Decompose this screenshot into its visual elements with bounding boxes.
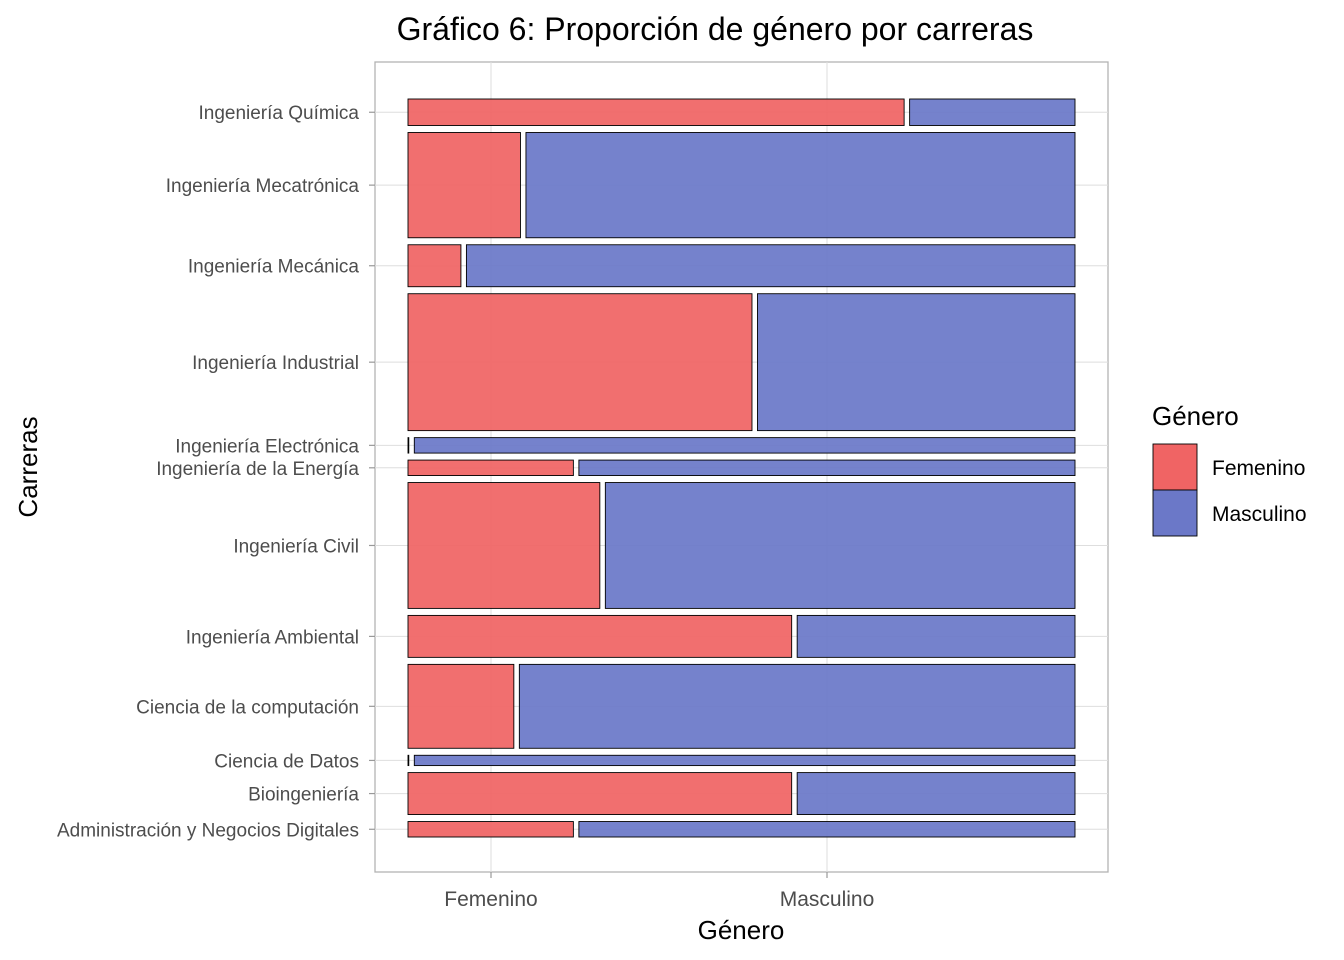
y-axis-title: Carreras xyxy=(13,416,43,517)
tile-ingenieria-electronica-masculino xyxy=(413,437,1076,454)
tile-ingenieria-mecanica-femenino xyxy=(407,244,462,288)
mosaic-tiles xyxy=(407,98,1076,838)
tile-ingenieria-civil-femenino xyxy=(407,482,601,609)
y-tick-label-ingenieria-mecatronica: Ingeniería Mecatrónica xyxy=(166,176,360,197)
x-tick-label-masculino: Masculino xyxy=(780,888,875,911)
tile-ingenieria-de-la-energia-femenino xyxy=(407,459,574,476)
tile-ciencia-de-datos-femenino xyxy=(407,754,410,767)
tile-ciencia-de-datos-masculino xyxy=(413,754,1076,767)
legend-label-femenino: Femenino xyxy=(1212,457,1305,480)
y-tick-label-bioingenieria: Bioingeniería xyxy=(248,785,359,806)
legend: Género Femenino Masculino xyxy=(1152,401,1307,537)
tile-administracion-y-negocios-digitales-femenino xyxy=(407,821,574,838)
tile-bioingenieria-masculino xyxy=(796,772,1076,815)
y-tick-label-ingenieria-quimica: Ingeniería Química xyxy=(198,103,359,124)
legend-key-femenino xyxy=(1152,443,1198,491)
y-tick-label-ingenieria-industrial: Ingeniería Industrial xyxy=(192,353,359,374)
tile-ingenieria-industrial-masculino xyxy=(757,293,1076,432)
tile-ingenieria-mecatronica-femenino xyxy=(407,132,521,239)
y-tick-label-ingenieria-civil: Ingeniería Civil xyxy=(233,536,359,557)
y-tick-label-ingenieria-ambiental: Ingeniería Ambiental xyxy=(186,627,359,648)
tile-ingenieria-mecanica-masculino xyxy=(465,244,1076,288)
tile-ingenieria-ambiental-femenino xyxy=(407,614,793,658)
legend-key-masculino xyxy=(1152,489,1198,537)
tile-ciencia-de-la-computacion-masculino xyxy=(518,663,1076,749)
y-tick-label-ingenieria-de-la-energia: Ingeniería de la Energía xyxy=(156,459,359,480)
tile-ingenieria-de-la-energia-masculino xyxy=(578,459,1076,476)
legend-title: Género xyxy=(1152,401,1239,431)
y-tick-label-ciencia-de-datos: Ciencia de Datos xyxy=(214,751,359,772)
tile-ingenieria-quimica-femenino xyxy=(407,98,905,126)
tile-ingenieria-ambiental-masculino xyxy=(796,614,1076,658)
x-tick-label-femenino: Femenino xyxy=(444,888,537,911)
legend-label-masculino: Masculino xyxy=(1212,503,1307,526)
y-tick-label-ingenieria-electronica: Ingeniería Electrónica xyxy=(175,436,359,457)
tile-ciencia-de-la-computacion-femenino xyxy=(407,663,515,749)
chart-title: Gráfico 6: Proporción de género por carr… xyxy=(397,11,1034,47)
x-axis-ticks: Femenino Masculino xyxy=(444,872,874,911)
y-axis-ticks: Administración y Negocios Digitales Bioin… xyxy=(57,103,375,841)
tile-ingenieria-industrial-femenino xyxy=(407,293,753,432)
tile-bioingenieria-femenino xyxy=(407,772,793,815)
y-tick-label-ingenieria-mecanica: Ingeniería Mecánica xyxy=(188,257,360,278)
tile-ingenieria-electronica-femenino xyxy=(407,437,410,454)
tile-ingenieria-quimica-masculino xyxy=(909,98,1076,126)
y-tick-label-ciencia-de-la-computacion: Ciencia de la computación xyxy=(136,697,359,718)
x-axis-title: Género xyxy=(698,915,785,945)
tile-administracion-y-negocios-digitales-masculino xyxy=(578,821,1076,838)
tile-ingenieria-mecatronica-masculino xyxy=(525,132,1076,239)
tile-ingenieria-civil-masculino xyxy=(604,482,1076,609)
plot-panel xyxy=(374,61,1109,873)
y-tick-label-administracion-y-negocios-digitales: Administración y Negocios Digitales xyxy=(57,820,359,841)
